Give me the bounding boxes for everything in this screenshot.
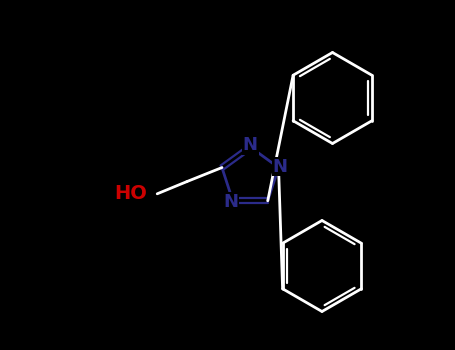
Text: HO: HO	[114, 184, 147, 203]
Text: N: N	[223, 193, 238, 211]
Text: N: N	[243, 136, 258, 154]
Text: N: N	[273, 158, 288, 175]
